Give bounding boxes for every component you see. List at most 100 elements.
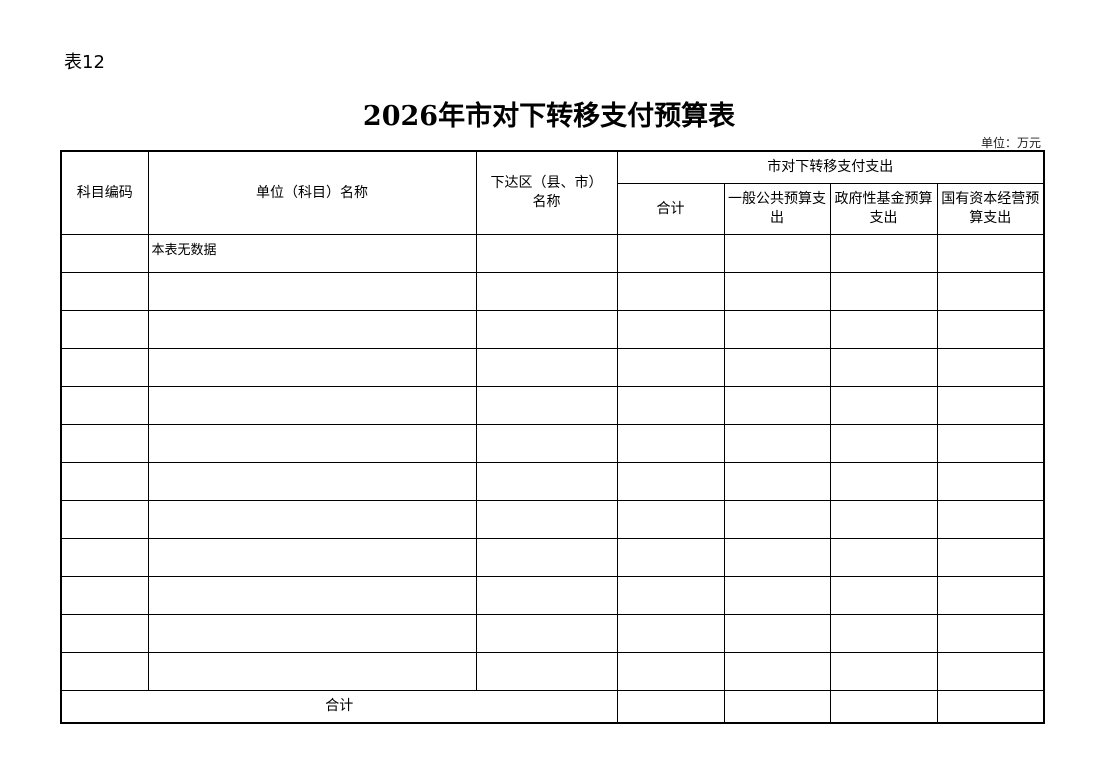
region-cell: [475, 538, 618, 577]
code-cell: [60, 424, 149, 463]
total-cell: [616, 234, 725, 273]
name-cell: 本表无数据: [147, 234, 477, 273]
table-number: 表12: [64, 52, 105, 73]
region-cell: [475, 234, 618, 273]
total-cell: [616, 462, 725, 501]
name-cell: [147, 310, 477, 349]
code-cell: [60, 652, 149, 691]
budget-table: 科目编码 单位（科目）名称 下达区（县、市）名称 市对下转移支付支出 合计 一般…: [60, 150, 1045, 724]
table-row: [60, 462, 1045, 501]
header-state-capital: 国有资本经营预算支出: [936, 183, 1045, 235]
fund-cell: [829, 500, 938, 539]
total-cell: [723, 690, 831, 724]
table-row: 本表无数据: [60, 234, 1045, 273]
fund-cell: [829, 424, 938, 463]
general-cell: [723, 234, 831, 273]
fund-cell: [829, 310, 938, 349]
page-title: 2026年市对下转移支付预算表: [362, 101, 736, 132]
total-cell: [616, 424, 725, 463]
fund-cell: [829, 348, 938, 387]
total-cell: [616, 576, 725, 615]
general-cell: [723, 500, 831, 539]
fund-cell: [829, 386, 938, 425]
total-cell: [616, 310, 725, 349]
state-capital-cell: [936, 348, 1045, 387]
name-cell: [147, 386, 477, 425]
total-cell: [616, 690, 725, 724]
region-cell: [475, 576, 618, 615]
fund-cell: [829, 576, 938, 615]
unit-label: 单位：万元: [980, 136, 1041, 150]
table-row: [60, 576, 1045, 615]
state-capital-cell: [936, 310, 1045, 349]
table-row: [60, 538, 1045, 577]
name-cell: [147, 462, 477, 501]
total-cell: [616, 348, 725, 387]
general-cell: [723, 348, 831, 387]
state-capital-cell: [936, 538, 1045, 577]
region-cell: [475, 386, 618, 425]
general-cell: [723, 538, 831, 577]
header-fund: 政府性基金预算支出: [829, 183, 938, 235]
region-cell: [475, 462, 618, 501]
total-cell: [616, 386, 725, 425]
region-cell: [475, 500, 618, 539]
fund-cell: [829, 234, 938, 273]
name-cell: [147, 576, 477, 615]
table-row: [60, 614, 1045, 653]
header-general: 一般公共预算支出: [723, 183, 831, 235]
total-cell: [829, 690, 938, 724]
name-cell: [147, 500, 477, 539]
state-capital-cell: [936, 652, 1045, 691]
general-cell: [723, 310, 831, 349]
region-cell: [475, 614, 618, 653]
state-capital-cell: [936, 272, 1045, 311]
code-cell: [60, 614, 149, 653]
total-cell: [616, 652, 725, 691]
table-row: [60, 424, 1045, 463]
fund-cell: [829, 462, 938, 501]
code-cell: [60, 500, 149, 539]
general-cell: [723, 272, 831, 311]
table-row: [60, 652, 1045, 691]
total-cell: [616, 538, 725, 577]
code-cell: [60, 386, 149, 425]
code-cell: [60, 234, 149, 273]
state-capital-cell: [936, 576, 1045, 615]
total-cell: [616, 272, 725, 311]
state-capital-cell: [936, 500, 1045, 539]
header-region: 下达区（县、市）名称: [475, 150, 618, 235]
name-cell: [147, 272, 477, 311]
general-cell: [723, 386, 831, 425]
table-row: [60, 500, 1045, 539]
total-label: 合计: [60, 690, 618, 724]
header-code: 科目编码: [60, 150, 149, 235]
state-capital-cell: [936, 234, 1045, 273]
table-row: [60, 348, 1045, 387]
fund-cell: [829, 538, 938, 577]
total-cell: [936, 690, 1045, 724]
region-cell: [475, 310, 618, 349]
code-cell: [60, 576, 149, 615]
general-cell: [723, 462, 831, 501]
name-cell: [147, 614, 477, 653]
state-capital-cell: [936, 462, 1045, 501]
code-cell: [60, 272, 149, 311]
fund-cell: [829, 614, 938, 653]
code-cell: [60, 538, 149, 577]
total-row: 合计: [60, 690, 1045, 724]
header-group: 市对下转移支付支出: [616, 150, 1045, 184]
fund-cell: [829, 652, 938, 691]
fund-cell: [829, 272, 938, 311]
name-cell: [147, 348, 477, 387]
state-capital-cell: [936, 386, 1045, 425]
general-cell: [723, 424, 831, 463]
name-cell: [147, 538, 477, 577]
total-cell: [616, 614, 725, 653]
header-name: 单位（科目）名称: [147, 150, 477, 235]
total-cell: [616, 500, 725, 539]
table-row: [60, 386, 1045, 425]
region-cell: [475, 348, 618, 387]
state-capital-cell: [936, 614, 1045, 653]
state-capital-cell: [936, 424, 1045, 463]
